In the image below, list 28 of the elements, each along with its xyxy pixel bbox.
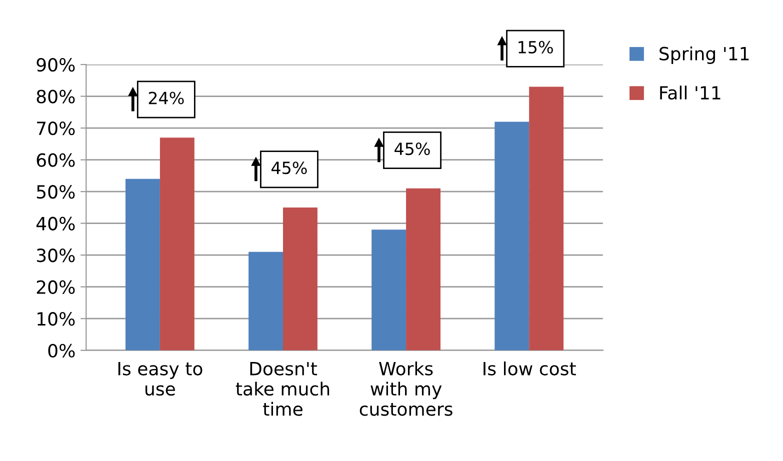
text: 15% — [518, 40, 553, 54]
bar — [248, 252, 283, 350]
y-tick-label: 70% — [37, 122, 75, 136]
x-tick-label: Is low cost — [484, 361, 576, 376]
bar — [126, 178, 160, 350]
bar — [160, 138, 194, 350]
annotation: 45% — [394, 142, 430, 156]
legend-label: Spring '11 — [660, 46, 749, 64]
bar — [529, 86, 564, 350]
bar — [283, 207, 318, 350]
y-tick-label: 10% — [38, 312, 75, 326]
x-tick-label: Doesn't take much time — [236, 362, 330, 416]
bar — [406, 188, 440, 350]
bar — [372, 230, 406, 350]
y-tick-label: 40% — [36, 216, 75, 230]
x-tick-label: Works with my customers — [360, 361, 452, 416]
bar — [494, 122, 530, 350]
x-tick-label: Is easy to use — [118, 362, 202, 396]
legend-label: Fall '11 — [660, 86, 720, 100]
y-tick-label: 60% — [36, 153, 75, 167]
annotation: 45% — [272, 162, 307, 174]
annotation: 24% — [148, 92, 184, 104]
y-tick-label: 20% — [36, 280, 75, 294]
y-tick-label: 50% — [36, 185, 75, 199]
y-tick-label: 90% — [36, 58, 75, 72]
y-tick-label: 30% — [36, 248, 75, 262]
y-tick-label: 80% — [36, 90, 75, 104]
y-tick-label: 0% — [48, 344, 75, 358]
